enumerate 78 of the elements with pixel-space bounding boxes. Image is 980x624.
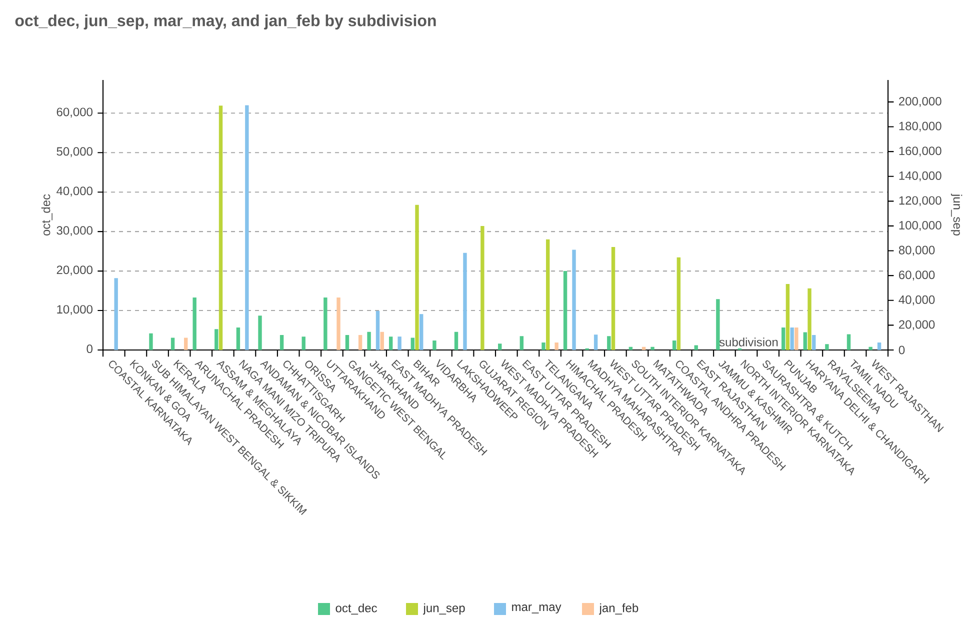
bar	[846, 334, 851, 350]
bar	[376, 310, 380, 350]
y-tick-label: 40,000	[56, 186, 92, 197]
legend-label: oct_dec	[336, 603, 377, 615]
bar	[607, 336, 611, 350]
bar	[812, 334, 816, 350]
bar	[716, 299, 720, 350]
legend-label: jun_sep	[422, 603, 465, 615]
y-tick-label: 20,000	[56, 266, 92, 276]
bar	[336, 298, 340, 350]
y-axis-title: oct_dec	[41, 194, 52, 236]
bar	[498, 344, 502, 350]
bar	[563, 271, 568, 350]
bar	[358, 334, 362, 350]
y2-tick-label: 60,000	[899, 270, 935, 281]
bar	[170, 338, 175, 350]
bar	[803, 332, 808, 350]
bar	[302, 336, 306, 350]
bar	[184, 338, 188, 350]
bar	[388, 336, 393, 350]
y2-tick-label: 0	[898, 346, 905, 354]
bar	[650, 346, 654, 350]
y2-tick-label: 80,000	[898, 246, 935, 256]
bar	[672, 340, 676, 350]
bar	[380, 332, 384, 350]
bar	[546, 239, 550, 350]
y-tick-label: 30,000	[56, 226, 92, 236]
bar	[214, 329, 218, 350]
bar	[676, 257, 681, 350]
y-tick-label: 50,000	[56, 147, 92, 158]
bar	[410, 338, 414, 350]
bar	[808, 288, 812, 350]
y2-tick-label: 100,000	[899, 221, 942, 231]
bar	[520, 336, 524, 350]
y2-axis-title: jun_sep	[950, 194, 962, 236]
y2-tick-label: 20,000	[899, 320, 935, 330]
bar	[877, 342, 882, 350]
y2-tick-label: 180,000	[899, 122, 942, 132]
y2-tick-label: 160,000	[899, 146, 942, 157]
chart-title: oct_dec, jun_sep, mar_may, and jan_feb by subdivision	[15, 14, 436, 30]
bar	[432, 340, 436, 350]
bar	[398, 336, 402, 350]
bar	[258, 316, 262, 350]
bar	[324, 298, 328, 350]
bar	[542, 342, 546, 350]
y-tick-label: 60,000	[56, 108, 92, 118]
legend-label: mar_may	[512, 604, 562, 614]
bar	[611, 247, 616, 350]
bar	[594, 334, 598, 350]
bar	[149, 333, 153, 350]
y2-tick-label: 40,000	[898, 295, 935, 306]
bar	[454, 332, 458, 350]
bar	[786, 284, 790, 350]
y-tick-label: 0	[86, 344, 92, 354]
x-axis-title: subdivision	[719, 338, 778, 346]
bar	[218, 106, 223, 350]
y2-tick-label: 120,000	[899, 196, 942, 206]
bar	[236, 327, 240, 350]
bar	[345, 334, 350, 350]
bar	[245, 105, 249, 350]
bar	[480, 226, 484, 350]
bar	[192, 298, 196, 350]
bar	[868, 346, 872, 350]
bar	[694, 345, 698, 350]
legend-label: jan_feb	[598, 603, 638, 615]
bar	[572, 250, 576, 350]
bar	[420, 314, 424, 350]
bar	[463, 252, 467, 350]
y2-tick-label: 200,000	[899, 96, 942, 107]
y-tick-label: 10,000	[57, 305, 92, 315]
bar	[554, 342, 558, 350]
bar	[280, 334, 284, 350]
bar	[415, 204, 419, 350]
bar	[367, 332, 371, 350]
bar	[825, 344, 829, 350]
y2-tick-label: 140,000	[899, 171, 942, 182]
bar	[794, 327, 798, 350]
bar	[114, 278, 118, 350]
